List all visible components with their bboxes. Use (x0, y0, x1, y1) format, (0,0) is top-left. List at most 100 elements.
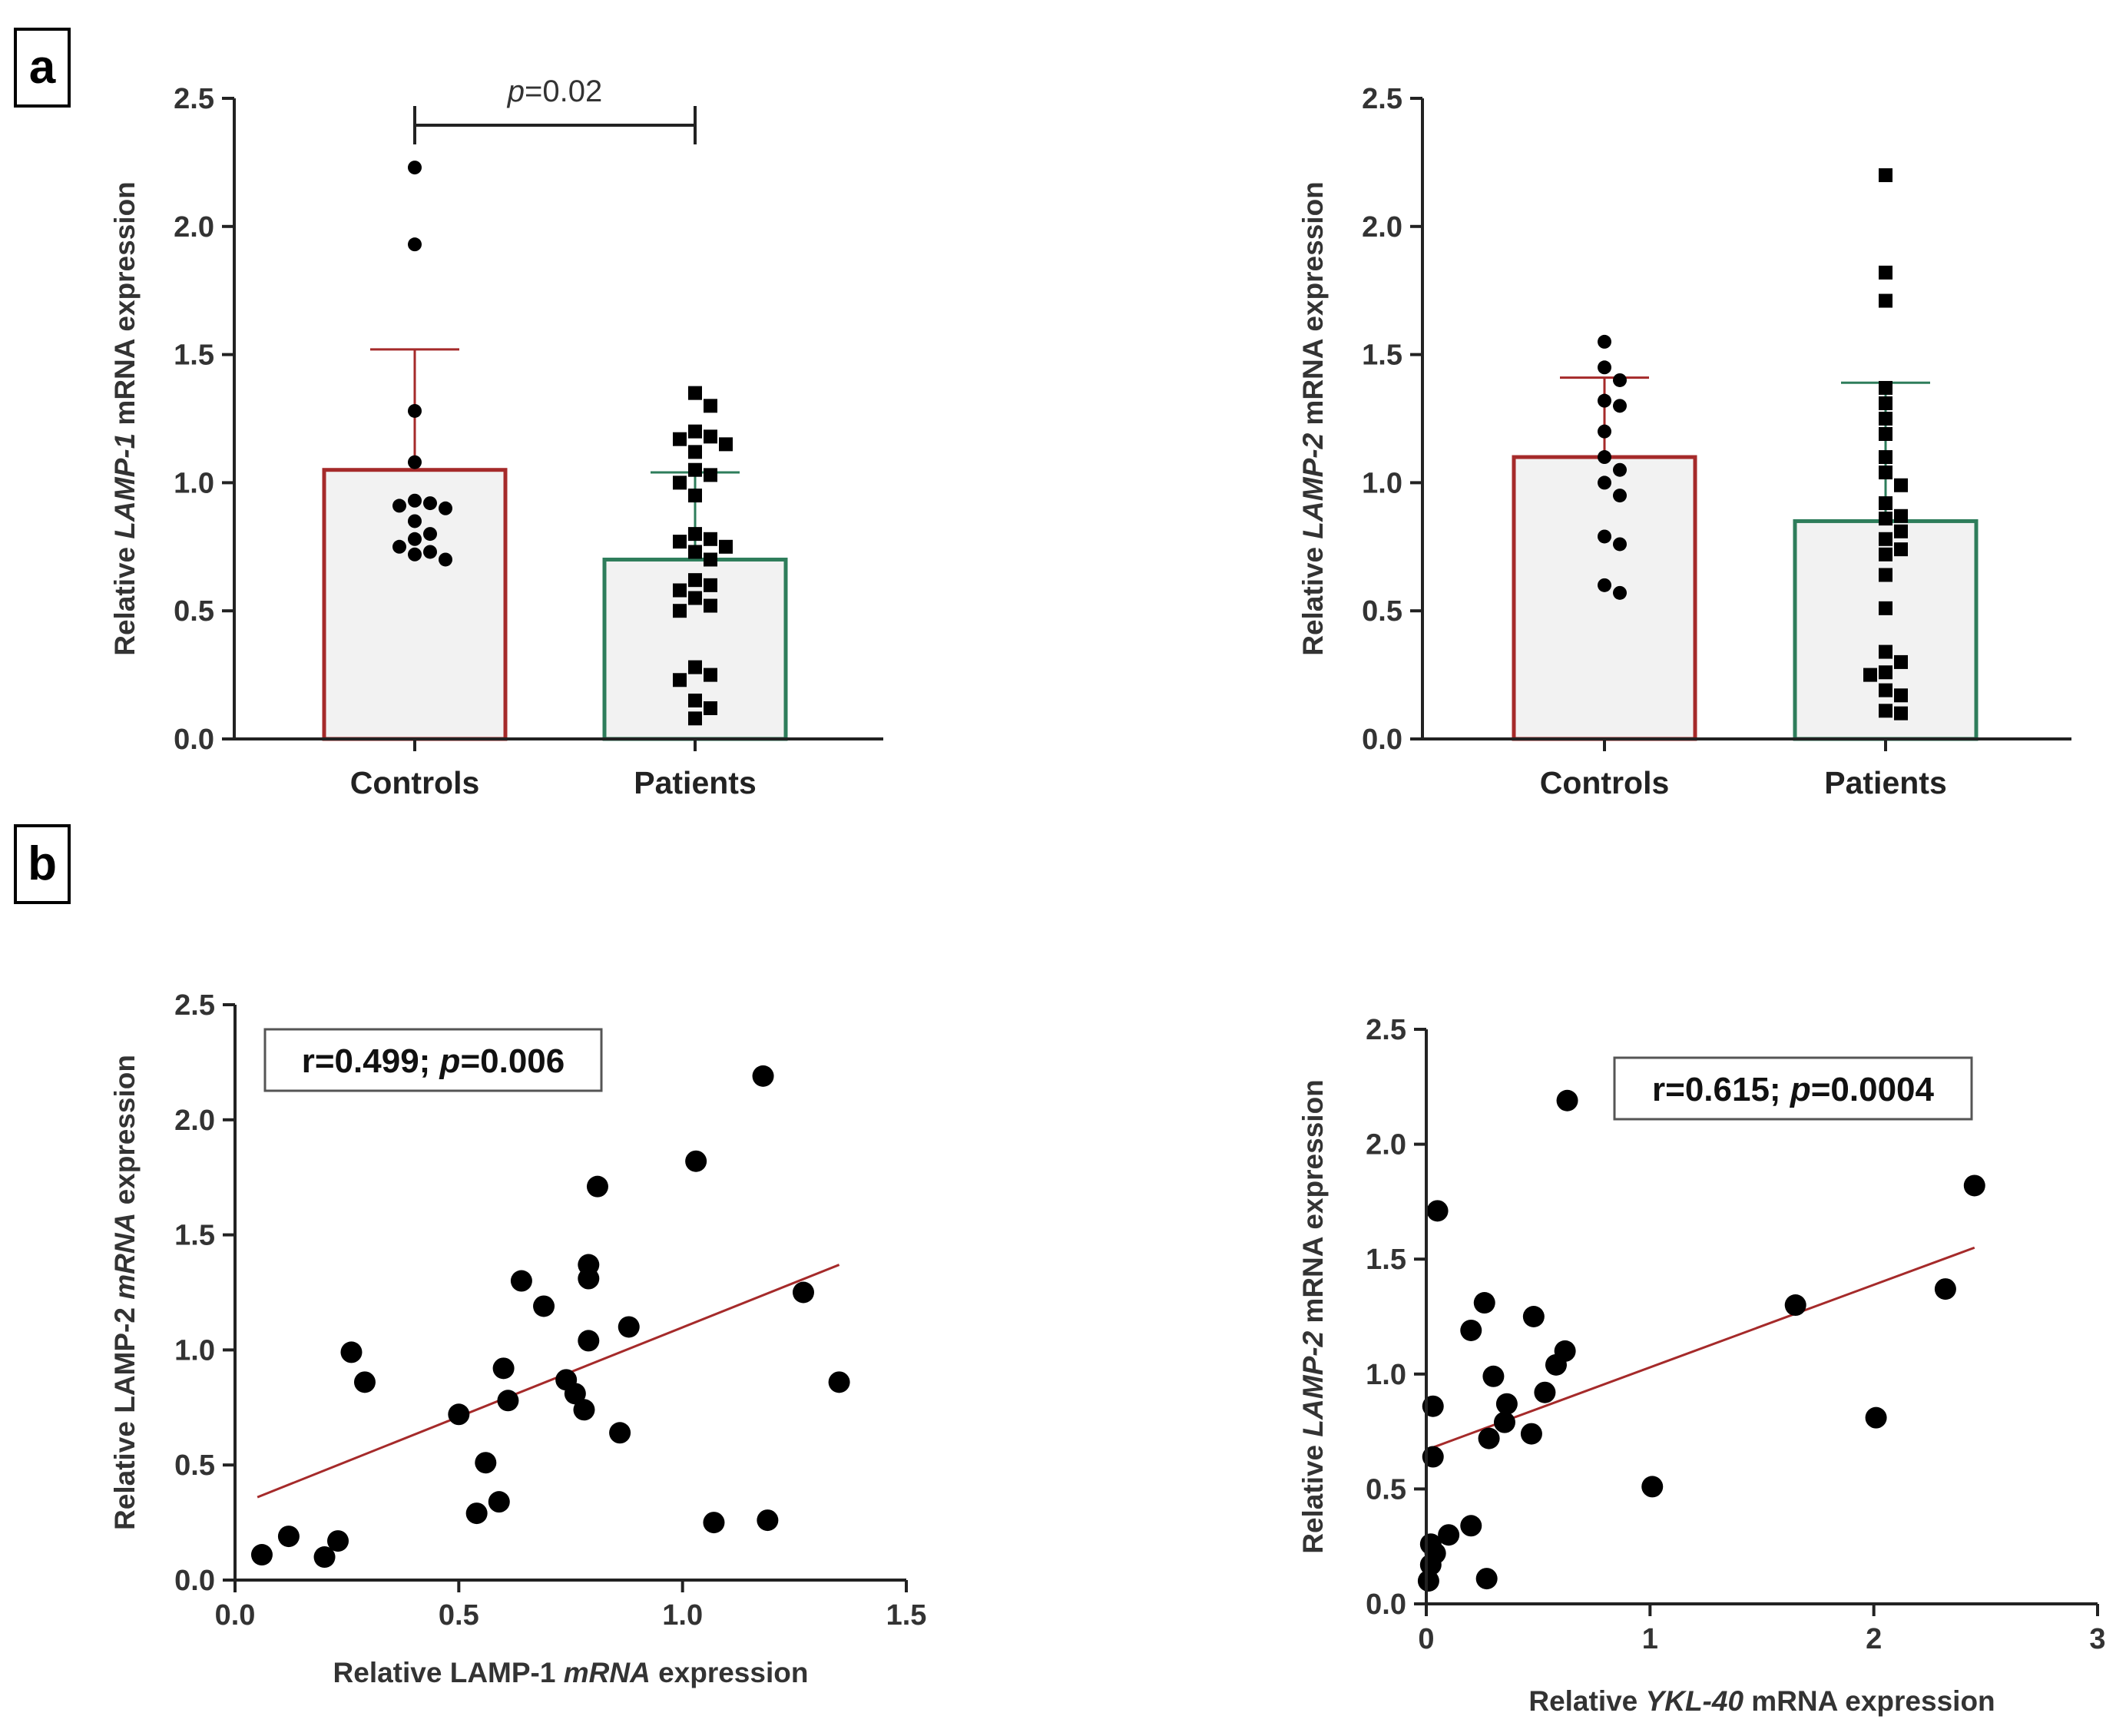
lamp2-bar-point-patients-15 (1894, 542, 1908, 557)
lamp2-bar-point-controls-0 (1598, 334, 1611, 349)
lamp1-lamp2-scatter-point-9 (488, 1491, 510, 1513)
lamp1-bar-point-controls-11 (392, 539, 406, 554)
lamp1-bar-y-title: Relative LAMP-1 mRNA expression (109, 181, 141, 656)
lamp1-lamp2-scatter-point-5 (353, 1371, 376, 1393)
lamp2-bar-y-tick-label-2: 1.0 (1362, 467, 1402, 499)
panel-label-a: a (29, 41, 56, 94)
lamp1-lamp2-scatter-point-21 (609, 1422, 631, 1444)
ykl40-lamp2-scatter-point-13 (1482, 1365, 1505, 1387)
ykl40-lamp2-scatter-point-6 (1426, 1200, 1449, 1222)
lamp2-bar-point-patients-10 (1879, 496, 1892, 511)
lamp1-lamp2-scatter-x-tick-label-0: 0.0 (215, 1599, 256, 1632)
lamp1-lamp2-scatter-point-10 (492, 1357, 515, 1380)
lamp1-lamp2-scatter-point-23 (685, 1150, 707, 1172)
lamp1-bar-point-controls-3 (408, 455, 422, 469)
lamp1-lamp2-scatter-x-title-part-2: expression (651, 1657, 809, 1688)
lamp1-lamp2-scatter-point-13 (533, 1295, 555, 1317)
lamp2-bar-point-patients-11 (1894, 509, 1908, 523)
lamp1-bar-point-patients-8 (704, 468, 717, 482)
lamp2-bar-point-patients-8 (1879, 465, 1892, 480)
ykl40-lamp2-scatter-x-title-part-2: mRNA expression (1743, 1685, 1995, 1717)
ykl40-lamp2-scatter-point-0 (1417, 1570, 1439, 1592)
lamp1-bar-point-patients-1 (704, 399, 717, 413)
lamp2-bar-point-patients-24 (1894, 688, 1908, 703)
lamp2-bar-point-patients-5 (1879, 412, 1892, 426)
lamp1-bar-point-controls-8 (408, 514, 422, 528)
lamp2-bar-point-patients-18 (1879, 601, 1892, 615)
lamp1-lamp2-scatter-y-tick-label-0: 0.0 (174, 1565, 215, 1597)
lamp1-bar-y-title-part-2: mRNA expression (109, 181, 141, 433)
lamp1-bar-point-patients-4 (673, 432, 687, 446)
lamp2-bar-y-title: Relative LAMP-2 mRNA expression (1297, 181, 1329, 656)
lamp2-bar-point-patients-22 (1863, 668, 1877, 682)
lamp2-bar-point-controls-7 (1613, 462, 1627, 477)
lamp1-bar-point-patients-13 (673, 535, 687, 549)
lamp1-bar-point-patients-25 (673, 673, 687, 687)
ykl40-lamp2-scatter-annotation: r=0.615; p=0.0004 (1652, 1071, 1935, 1108)
lamp1-bar-point-controls-4 (408, 493, 422, 508)
lamp1-bar-point-patients-11 (688, 527, 702, 542)
lamp1-bar-y-tick-label-4: 2.0 (174, 211, 214, 244)
lamp2-bar-point-patients-4 (1879, 396, 1892, 410)
ykl40-lamp2-scatter-y-tick-label-1: 0.5 (1366, 1473, 1406, 1506)
lamp1-bar-point-patients-9 (673, 475, 687, 490)
lamp1-lamp2-scatter-point-28 (828, 1371, 850, 1393)
lamp2-bar-point-patients-23 (1879, 683, 1892, 697)
lamp1-lamp2-scatter-point-2 (313, 1546, 336, 1569)
lamp1-lamp2-scatter-point-22 (618, 1316, 640, 1338)
ykl40-lamp2-scatter-point-7 (1438, 1524, 1460, 1546)
lamp1-bar-sig-label-part-0: p (507, 75, 525, 108)
lamp2-bar-point-controls-12 (1598, 578, 1611, 592)
lamp1-lamp2-scatter-annotation-box (263, 1028, 603, 1092)
lamp1-lamp2-scatter-y-tick-label-4: 2.0 (174, 1105, 215, 1137)
ykl40-lamp2-scatter-annotation-part-1: p (1790, 1071, 1811, 1108)
lamp2-bar-point-patients-9 (1894, 478, 1908, 492)
lamp1-lamp2-scatter-point-16 (573, 1399, 595, 1421)
lamp1-lamp2-scatter-point-11 (497, 1390, 519, 1412)
lamp1-bar-y-tick-label-3: 1.5 (174, 340, 214, 372)
ykl40-lamp2-scatter-annotation-box (1613, 1056, 1973, 1121)
lamp2-bar-point-patients-6 (1879, 427, 1892, 442)
lamp1-bar-y-tick-label-0: 0.0 (174, 724, 214, 756)
lamp1-lamp2-scatter-trend-line (257, 1264, 840, 1499)
lamp1-lamp2-scatter-point-4 (340, 1341, 363, 1363)
lamp2-bar-point-patients-26 (1894, 706, 1908, 721)
ykl40-lamp2-scatter-x-title: Relative YKL-40 mRNA expression (1528, 1685, 1995, 1717)
ykl40-lamp2-scatter-trend-line (1426, 1246, 1975, 1451)
ykl40-lamp2-scatter-point-18 (1534, 1381, 1556, 1403)
ykl40-lamp2-scatter-chart: 0 1 2 3 0.0 0.5 1.0 1.5 2.0 2.5 Relative LAMP-2 mR… (1297, 1014, 2106, 1717)
lamp1-bar-sig-label-part-1: =0.02 (525, 75, 602, 108)
lamp1-bar-point-controls-10 (408, 532, 422, 546)
ykl40-lamp2-scatter-point-20 (1554, 1340, 1576, 1362)
lamp1-bar-bar-0 (322, 468, 508, 741)
lamp2-bar-point-controls-9 (1613, 489, 1627, 503)
lamp2-bar-point-controls-6 (1598, 450, 1611, 465)
lamp2-bar-point-controls-5 (1598, 424, 1611, 439)
lamp1-bar-sig-label: p=0.02 (507, 75, 602, 108)
lamp1-lamp2-scatter-y-tick-label-5: 2.5 (174, 989, 215, 1022)
lamp2-bar-point-controls-2 (1613, 373, 1627, 387)
lamp1-bar-point-patients-3 (704, 429, 717, 444)
lamp1-bar-point-controls-13 (408, 547, 422, 562)
panel-label-b-box: b (14, 824, 71, 904)
lamp2-bar-point-patients-25 (1879, 704, 1892, 718)
lamp2-bar-y-tick-label-3: 1.5 (1362, 340, 1402, 372)
lamp1-bar-point-patients-14 (719, 539, 733, 554)
lamp1-lamp2-scatter-point-12 (510, 1270, 532, 1292)
ykl40-lamp2-scatter-x-tick-label-3: 3 (2089, 1623, 2105, 1655)
lamp1-bar-y-tick-label-5: 2.5 (174, 83, 214, 115)
ykl40-lamp2-scatter-point-23 (1784, 1294, 1806, 1317)
lamp1-lamp2-scatter-x-title: Relative LAMP-1 mRNA expression (333, 1657, 809, 1688)
lamp2-bar-y-title-part-2: mRNA expression (1297, 181, 1329, 433)
lamp1-lamp2-scatter-point-6 (448, 1403, 470, 1426)
lamp1-bar-point-patients-27 (704, 701, 717, 715)
lamp1-lamp2-scatter-point-7 (465, 1502, 488, 1525)
lamp2-bar-category-label-1: Patients (1824, 765, 1947, 800)
lamp1-bar-point-controls-12 (423, 545, 437, 559)
lamp1-bar-point-patients-23 (688, 660, 702, 674)
lamp1-bar-point-patients-10 (688, 489, 702, 503)
lamp1-lamp2-scatter-point-19 (578, 1254, 600, 1276)
ykl40-lamp2-scatter-y-title-part-1: LAMP-2 (1297, 1330, 1329, 1436)
lamp2-bar-point-patients-0 (1879, 168, 1892, 183)
lamp1-lamp2-scatter-y-tick-label-2: 1.0 (174, 1334, 215, 1367)
